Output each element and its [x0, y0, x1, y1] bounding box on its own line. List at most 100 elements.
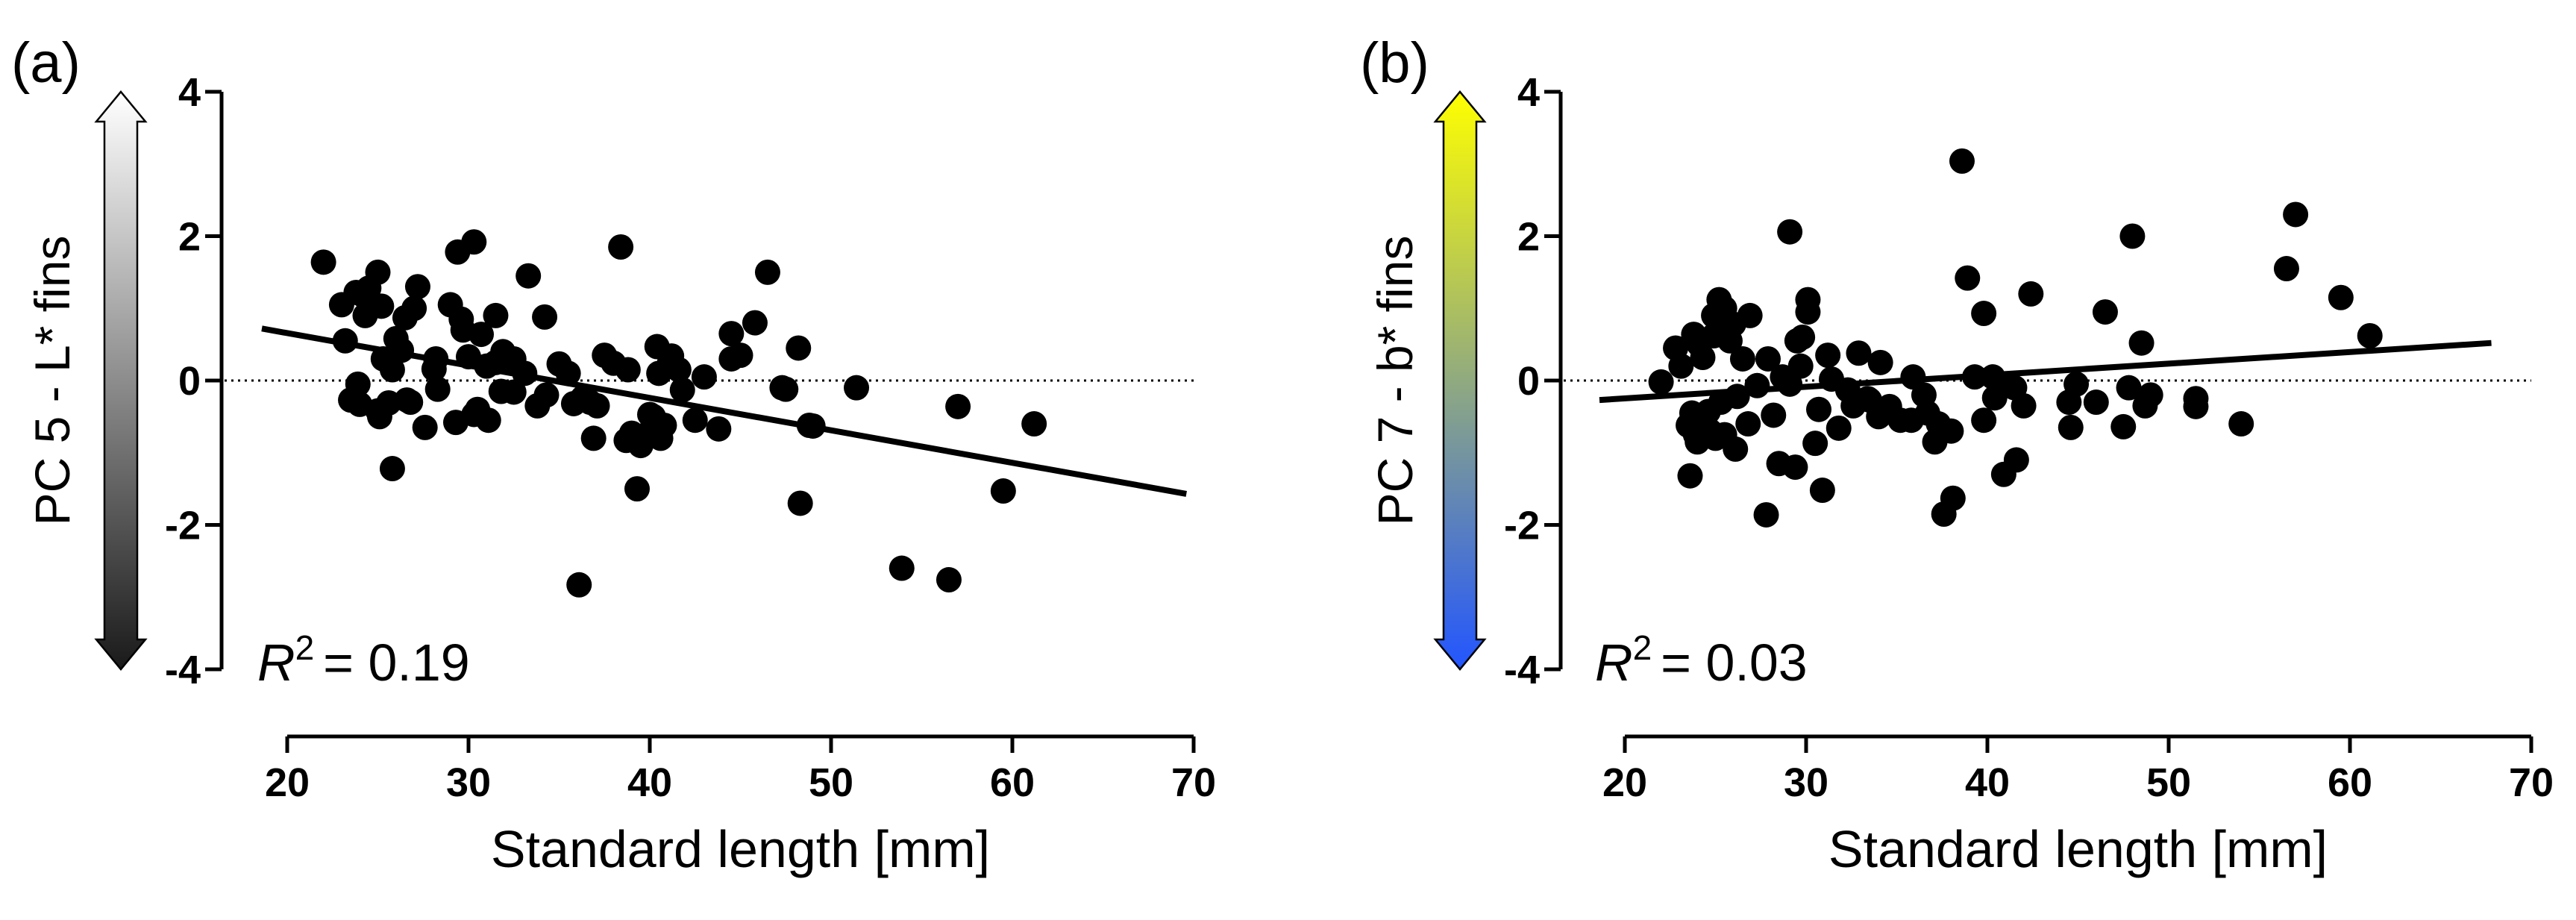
data-point: [786, 335, 812, 361]
data-point: [1806, 396, 1832, 422]
x-axis-label: Standard length [mm]: [1828, 820, 2328, 878]
data-point: [648, 425, 674, 451]
x-tick-label: 30: [446, 760, 491, 805]
data-point: [577, 389, 603, 416]
data-point: [515, 263, 542, 289]
data-point: [310, 249, 336, 275]
data-point: [1761, 402, 1787, 428]
x-tick-label: 50: [809, 760, 853, 805]
r-symbol: R: [1595, 633, 1633, 692]
data-point: [624, 476, 650, 502]
data-point: [1867, 349, 1893, 375]
y-tick-label: 0: [178, 359, 201, 404]
data-point: [2183, 386, 2209, 412]
data-point: [1971, 301, 1997, 327]
data-point: [1784, 328, 1810, 354]
data-point: [1809, 478, 1835, 504]
regression-line: [1599, 339, 2492, 404]
data-point: [1021, 411, 1047, 437]
data-point: [1735, 411, 1761, 437]
x-tick-label: 30: [1784, 760, 1828, 805]
data-point: [2116, 375, 2142, 401]
x-axis-label: Standard length [mm]: [491, 820, 990, 878]
r-squared-value: = 0.03: [1661, 633, 1808, 692]
gradient-arrow: [94, 90, 148, 671]
data-point: [2092, 299, 2118, 325]
data-point: [1955, 265, 1981, 291]
data-point: [483, 302, 509, 328]
data-point: [345, 371, 371, 397]
data-point: [640, 404, 666, 430]
data-point: [1677, 463, 1703, 489]
data-point: [2063, 371, 2090, 397]
data-point: [769, 375, 795, 401]
y-axis-label: PC 5 - L* fins: [25, 236, 80, 526]
r-superscript: 2: [295, 628, 315, 667]
data-point: [1826, 415, 1852, 441]
data-point: [1795, 299, 1821, 325]
data-point: [2128, 330, 2154, 356]
data-point: [1898, 407, 1924, 434]
data-point: [379, 456, 405, 482]
x-tick-label: 70: [1171, 760, 1216, 805]
data-point: [754, 259, 780, 285]
data-point: [450, 317, 476, 343]
data-point: [566, 572, 592, 598]
y-tick-label: 4: [1517, 70, 1540, 115]
panel-label: (a): [11, 31, 81, 95]
data-point: [533, 382, 560, 408]
data-point: [1766, 451, 1792, 477]
data-point: [2328, 284, 2354, 310]
y-tick-label: -2: [165, 504, 201, 548]
data-point: [742, 310, 768, 336]
data-point: [1855, 386, 1881, 412]
data-point: [2083, 389, 2109, 416]
data-point: [365, 259, 391, 285]
data-point: [1697, 418, 1723, 444]
data-point: [1990, 461, 2016, 487]
data-point: [844, 375, 870, 401]
data-point: [352, 302, 378, 328]
x-tick-label: 20: [265, 760, 310, 805]
data-point: [2058, 414, 2084, 440]
data-point: [366, 404, 392, 430]
x-tick-label: 20: [1602, 760, 1647, 805]
data-point: [627, 433, 654, 459]
y-tick-label: 0: [1517, 359, 1540, 404]
data-point: [945, 393, 971, 419]
data-point: [718, 345, 745, 372]
data-point: [656, 349, 683, 375]
y-axis-label: PC 7 - b* fins: [1367, 236, 1423, 526]
data-point: [2018, 281, 2044, 307]
data-point: [1708, 389, 1734, 416]
r-squared-annotation: R2 = 0.03: [1595, 628, 1808, 692]
data-point: [424, 376, 451, 402]
data-point: [1938, 418, 1964, 444]
data-point: [1648, 369, 1674, 395]
data-point: [682, 407, 708, 434]
data-point: [1787, 353, 1814, 379]
data-point: [936, 567, 962, 593]
data-point: [718, 321, 745, 347]
data-point: [392, 304, 418, 331]
r-squared-annotation: R2 = 0.19: [257, 628, 470, 692]
regression-line: [261, 325, 1187, 497]
gradient-arrow: [1433, 90, 1487, 671]
data-point: [2273, 256, 2299, 282]
y-tick-label: 4: [178, 70, 201, 115]
r-superscript: 2: [1633, 628, 1652, 667]
data-point: [2132, 392, 2158, 419]
data-point: [691, 364, 717, 390]
data-point: [615, 357, 641, 383]
x-tick-label: 50: [2146, 760, 2191, 805]
data-point: [2283, 201, 2309, 228]
y-tick-label: 2: [1517, 215, 1540, 260]
data-point: [2357, 323, 2383, 349]
data-point: [787, 490, 813, 516]
data-point: [1949, 148, 1975, 174]
data-point: [889, 555, 915, 581]
data-point: [2002, 375, 2028, 401]
data-point: [580, 425, 607, 451]
data-point: [1686, 331, 1712, 357]
